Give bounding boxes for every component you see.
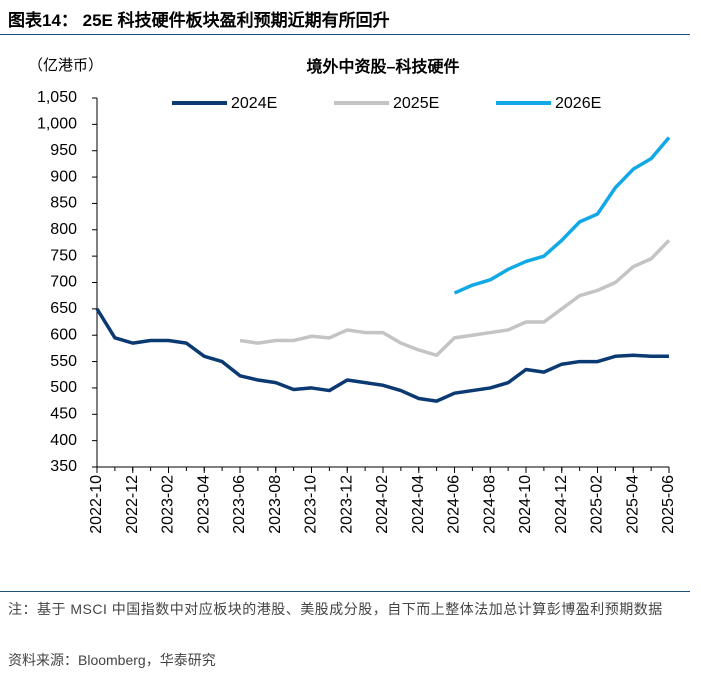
series-line — [95, 307, 669, 403]
y-tick-label: 550 — [50, 353, 77, 370]
top-rule — [0, 34, 690, 35]
figure-title: 图表14： 25E 科技硬件板块盈利预期近期有所回升 — [8, 11, 390, 30]
y-tick-label: 350 — [50, 458, 77, 475]
legend-label: 2025E — [393, 95, 439, 112]
y-tick-label: 950 — [50, 142, 77, 159]
y-tick-label: 900 — [50, 168, 77, 185]
legend-label: 2026E — [555, 95, 601, 112]
x-tick-label: 2025-02 — [589, 475, 606, 534]
y-tick-label: 600 — [50, 326, 77, 343]
x-tick-label: 2024-12 — [553, 475, 570, 534]
y-tick-label: 400 — [50, 432, 77, 449]
x-tick-label: 2023-12 — [338, 475, 355, 534]
y-tick-label: 500 — [50, 379, 77, 396]
bottom-rule — [0, 591, 690, 592]
x-tick-label: 2023-08 — [267, 475, 284, 534]
source: 资料来源：Bloomberg，华泰研究 — [8, 652, 216, 668]
x-tick-label: 2024-10 — [517, 475, 534, 534]
x-tick-label: 2023-06 — [231, 475, 248, 534]
y-unit: （亿港币） — [28, 57, 103, 74]
x-tick-label: 2024-08 — [481, 475, 498, 534]
y-tick-label: 450 — [50, 406, 77, 423]
note: 注：基于 MSCI 中国指数中对应板块的港股、美股成分股，自下而上整体法加总计算… — [8, 601, 663, 617]
x-tick-label: 2024-04 — [410, 475, 427, 534]
y-tick-label: 800 — [50, 221, 77, 238]
x-tick-label: 2024-02 — [374, 475, 391, 534]
x-tick-label: 2025-04 — [624, 475, 641, 534]
x-tick-label: 2022-10 — [88, 475, 105, 534]
y-tick-label: 1,050 — [37, 89, 77, 106]
series-line — [239, 239, 671, 357]
x-tick-label: 2025-06 — [660, 475, 677, 534]
y-tick-label: 850 — [50, 195, 77, 212]
x-tick-label: 2024-06 — [446, 475, 463, 534]
x-tick-label: 2022-12 — [124, 475, 141, 534]
y-tick-label: 650 — [50, 300, 77, 317]
series-line — [453, 136, 671, 295]
y-tick-label: 750 — [50, 247, 77, 264]
chart-title: 境外中资股–科技硬件 — [307, 57, 460, 76]
legend-label: 2024E — [231, 95, 277, 112]
chart: （亿港币） 境外中资股–科技硬件 350 400 450 500 550 600 650 70… — [28, 57, 677, 534]
y-tick-label: 700 — [50, 274, 77, 291]
y-tick-label: 1,000 — [37, 116, 77, 133]
x-tick-label: 2023-10 — [303, 475, 320, 534]
x-tick-label: 2023-02 — [160, 475, 177, 534]
x-tick-label: 2023-04 — [195, 475, 212, 534]
